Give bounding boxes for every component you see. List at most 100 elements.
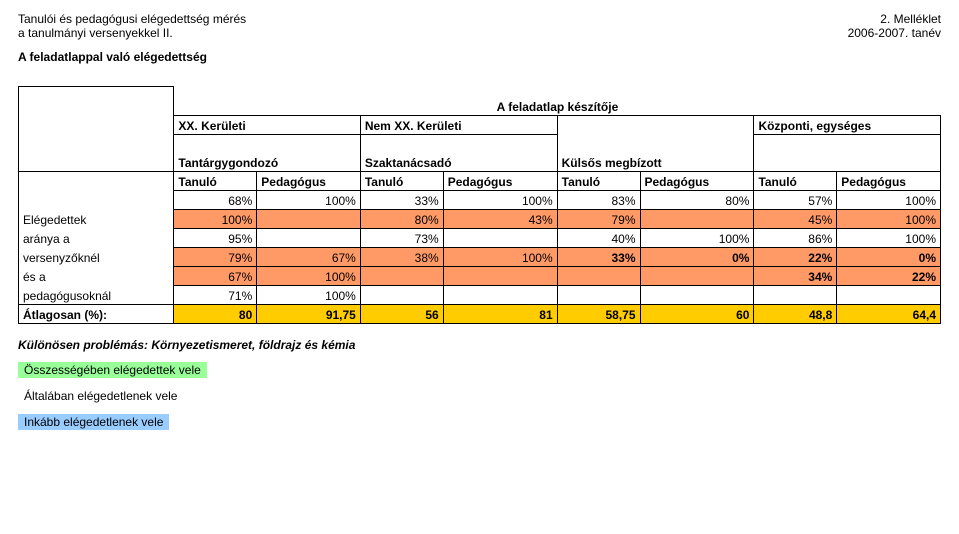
data-cell: 80% [360,209,443,228]
sub-header-0: Tantárgygondozó [174,153,360,172]
col-pair-0a: Tanuló [174,171,257,190]
header-right-line2: 2006-2007. tanév [848,26,941,40]
blank-cell [174,134,360,153]
row-label-2: versenyzőknél [19,247,174,266]
col-pair-0b: Pedagógus [257,171,361,190]
col-pair-3b: Pedagógus [837,171,941,190]
row-label-blank [19,190,174,209]
sub-header-2: Külsős megbízott [557,153,754,172]
avg-cell: 64,4 [837,304,941,323]
data-cell: 100% [257,285,361,304]
avg-cell: 56 [360,304,443,323]
data-cell: 0% [640,247,754,266]
data-cell [443,285,557,304]
table-row: 68% 100% 33% 100% 83% 80% 57% 100% [19,190,941,209]
data-cell: 100% [443,247,557,266]
data-cell [360,285,443,304]
legend-green: Összességében elégedettek vele [18,362,207,378]
header-right: 2. Melléklet 2006-2007. tanév [848,12,941,40]
row-label-1: aránya a [19,228,174,247]
row-label-0: Elégedettek [19,209,174,228]
blank-cell [19,153,174,172]
data-cell: 40% [557,228,640,247]
data-cell [257,209,361,228]
data-cell: 33% [360,190,443,209]
sub-header-1: Szaktanácsadó [360,153,557,172]
avg-cell: 48,8 [754,304,837,323]
data-cell: 83% [557,190,640,209]
data-cell: 100% [837,228,941,247]
group-header-1: Nem XX. Kerületi [360,115,557,134]
table-row: aránya a 95% 73% 40% 100% 86% 100% [19,228,941,247]
table-row: és a 67% 100% 34% 22% [19,266,941,285]
sub-header-row-1: Tantárgygondozó Szaktanácsadó Külsős meg… [19,153,941,172]
table-container: A feladatlap készítője XX. Kerületi Nem … [18,86,941,324]
data-cell: 45% [754,209,837,228]
avg-cell: 80 [174,304,257,323]
data-cell: 34% [754,266,837,285]
data-cell: 67% [257,247,361,266]
header-left: Tanulói és pedagógusi elégedettség mérés… [18,12,246,40]
col-pair-3a: Tanuló [754,171,837,190]
table-row: pedagógusoknál 71% 100% [19,285,941,304]
group-header-row: XX. Kerületi Nem XX. Kerületi Központi, … [19,115,941,134]
col-pair-2a: Tanuló [557,171,640,190]
avg-cell: 91,75 [257,304,361,323]
table-row: Elégedettek 100% 80% 43% 79% 45% 100% [19,209,941,228]
col-pair-2b: Pedagógus [640,171,754,190]
data-cell [557,266,640,285]
data-cell [443,266,557,285]
group-header-spacer [557,115,754,153]
data-cell [640,266,754,285]
data-cell: 33% [557,247,640,266]
legend-blue: Inkább elégedetlenek vele [18,414,169,430]
col-pair-1b: Pedagógus [443,171,557,190]
data-cell: 71% [174,285,257,304]
data-cell: 80% [640,190,754,209]
avg-row: Átlagosan (%): 80 91,75 56 81 58,75 60 4… [19,304,941,323]
data-cell [557,285,640,304]
group-header-0: XX. Kerületi [174,115,360,134]
sub-header-row-2: Tanuló Pedagógus Tanuló Pedagógus Tanuló… [19,171,941,190]
avg-cell: 58,75 [557,304,640,323]
data-cell: 43% [443,209,557,228]
section-title: A feladatlappal való elégedettség [18,50,941,64]
blank-cell [19,115,174,134]
data-cell [640,209,754,228]
data-cell [837,285,941,304]
data-cell [640,285,754,304]
header-right-line1: 2. Melléklet [848,12,941,26]
avg-cell: 81 [443,304,557,323]
spacer-row [19,134,941,153]
notes-section: Különösen problémás: Környezetismeret, f… [18,338,941,430]
group-header-2: Központi, egységes [754,115,941,134]
data-cell: 100% [174,209,257,228]
data-cell: 79% [557,209,640,228]
data-cell: 100% [257,190,361,209]
blank-cell [754,134,941,153]
avg-label: Átlagosan (%): [19,304,174,323]
data-cell: 79% [174,247,257,266]
data-cell: 68% [174,190,257,209]
data-table: A feladatlap készítője XX. Kerületi Nem … [18,86,941,324]
data-cell [443,228,557,247]
data-cell: 100% [837,190,941,209]
blank-cell [360,134,557,153]
blank-cell [19,134,174,153]
data-cell: 100% [257,266,361,285]
data-cell: 38% [360,247,443,266]
data-cell: 95% [174,228,257,247]
blank-cell [19,87,174,116]
title-row: A feladatlap készítője [19,87,941,116]
header-left-line1: Tanulói és pedagógusi elégedettség mérés [18,12,246,26]
legend-plain: Általában elégedetlenek vele [18,388,183,404]
col-pair-1a: Tanuló [360,171,443,190]
data-cell: 0% [837,247,941,266]
data-cell [360,266,443,285]
blank-cell [19,171,174,190]
header-left-line2: a tanulmányi versenyekkel II. [18,26,246,40]
data-cell: 73% [360,228,443,247]
table-super-title: A feladatlap készítője [174,87,941,116]
avg-cell: 60 [640,304,754,323]
data-cell: 100% [837,209,941,228]
